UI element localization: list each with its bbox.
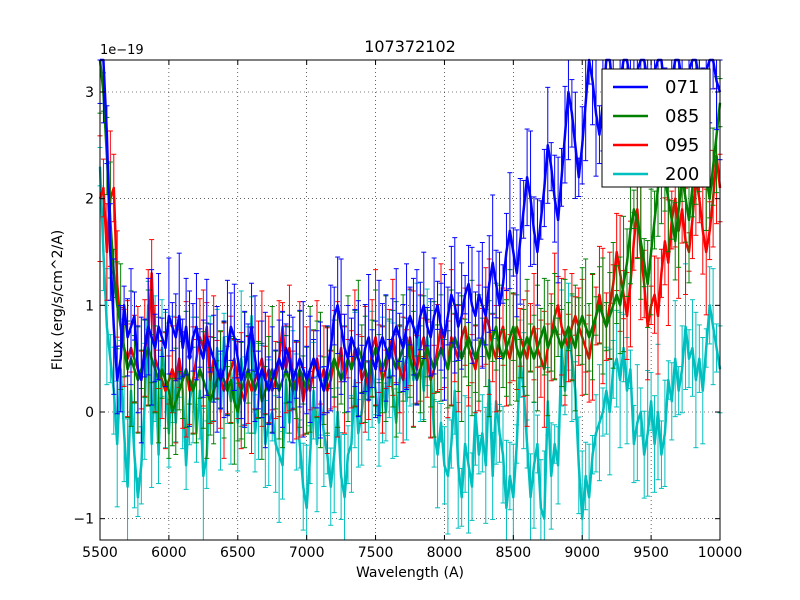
y-tick-label: 0 <box>85 405 94 421</box>
y-tick-label: −1 <box>73 512 94 528</box>
y-tick-label: 2 <box>85 192 94 208</box>
y-tick-label: 3 <box>85 85 94 101</box>
chart-title: 107372102 <box>364 37 456 56</box>
axis-ticks: 5500 6000 6500 7000 7500 8000 8500 9000 9500 1000… <box>73 60 742 561</box>
x-tick-label: 8500 <box>496 545 532 561</box>
x-axis-label: Wavelength (A) <box>356 565 464 581</box>
legend-box <box>601 68 711 188</box>
y-axis-label: Flux (erg/s/cm^2/A) <box>50 230 66 370</box>
legend-label-071: 071 <box>665 77 699 98</box>
legend: 071 085 095 200 <box>601 68 711 188</box>
x-tick-label: 6000 <box>151 545 187 561</box>
x-tick-label: 10000 <box>698 545 743 561</box>
legend-label-095: 095 <box>665 135 699 156</box>
x-tick-label: 5500 <box>82 545 118 561</box>
x-tick-label: 9500 <box>633 545 669 561</box>
x-tick-label: 6500 <box>220 545 256 561</box>
y-tick-label: 1 <box>85 298 94 314</box>
y-offset-label: 1e−19 <box>100 43 144 58</box>
legend-label-200: 200 <box>665 164 699 185</box>
legend-label-085: 085 <box>665 106 699 127</box>
x-tick-label: 8000 <box>427 545 463 561</box>
x-tick-label: 9000 <box>564 545 600 561</box>
x-tick-label: 7500 <box>358 545 394 561</box>
plot-frame <box>99 59 721 541</box>
x-tick-label: 7000 <box>289 545 325 561</box>
